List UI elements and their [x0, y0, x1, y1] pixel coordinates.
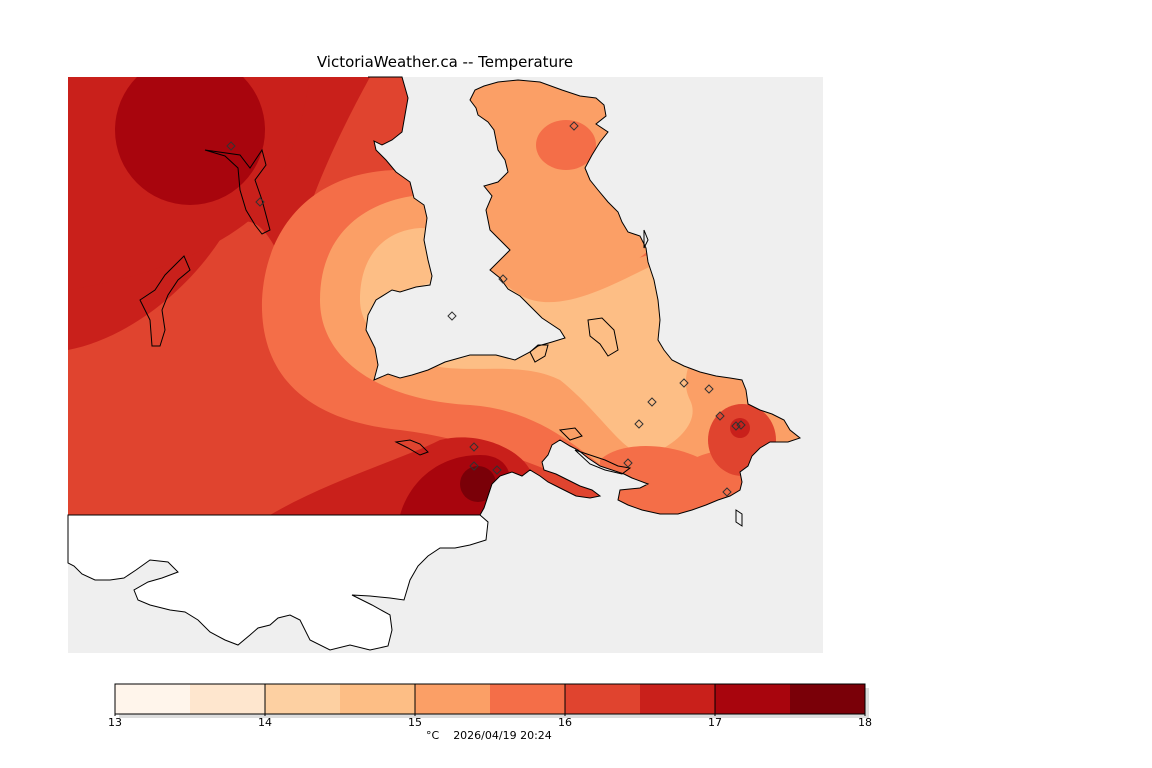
- station-marker: [447, 311, 457, 321]
- station-marker: [722, 487, 732, 497]
- colorbar-swatch: [415, 684, 490, 714]
- colorbar-swatch: [790, 684, 865, 714]
- timestamp-label: 2026/04/19 20:24: [453, 729, 552, 742]
- colorbar-tick-label: 15: [408, 716, 422, 729]
- colorbar-swatch: [640, 684, 715, 714]
- colorbar-tick-label: 16: [558, 716, 572, 729]
- station-marker: [736, 420, 746, 430]
- coastlines: [139, 76, 802, 527]
- unit-label: °C: [426, 729, 440, 742]
- station-marker: [226, 141, 236, 151]
- land-outside-grid: [67, 514, 489, 651]
- station-marker: [255, 197, 265, 207]
- colorbar: [114, 683, 869, 718]
- colorbar-swatch: [490, 684, 565, 714]
- station-marker: [731, 421, 741, 431]
- station-marker: [569, 121, 579, 131]
- station-marker: [469, 461, 479, 471]
- station-marker: [498, 274, 508, 284]
- page-title: VictoriaWeather.ca -- Temperature: [316, 53, 574, 71]
- station-marker: [623, 458, 633, 468]
- colorbar-tick-label: 14: [258, 716, 272, 729]
- station-marker: [647, 397, 657, 407]
- colorbar-swatch: [565, 684, 640, 714]
- station-marker: [492, 465, 502, 475]
- station-marker: [679, 378, 689, 388]
- colorbar-swatch: [715, 684, 790, 714]
- timestamp-footer: °C 2026/04/19 20:24: [426, 729, 552, 742]
- station-markers: [226, 121, 746, 497]
- station-marker: [715, 411, 725, 421]
- colorbar-swatch: [340, 684, 415, 714]
- station-marker: [704, 384, 714, 394]
- colorbar-swatch: [190, 684, 265, 714]
- colorbar-tick-label: 17: [708, 716, 722, 729]
- colorbar-tick-label: 18: [858, 716, 872, 729]
- colorbar-swatch: [115, 684, 190, 714]
- station-marker: [469, 442, 479, 452]
- colorbar-swatch: [265, 684, 340, 714]
- station-marker: [634, 419, 644, 429]
- colorbar-tick-label: 13: [108, 716, 122, 729]
